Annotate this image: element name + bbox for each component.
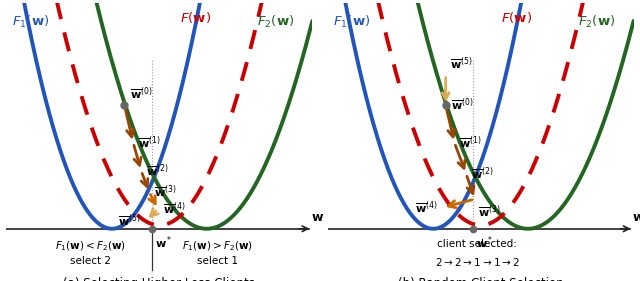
Text: $F_1(\mathbf{w})$: $F_1(\mathbf{w})$ xyxy=(333,13,371,30)
Text: $\mathbf{w}^*$: $\mathbf{w}^*$ xyxy=(476,234,494,251)
Text: $\overline{\mathbf{w}}^{(4)}$: $\overline{\mathbf{w}}^{(4)}$ xyxy=(415,199,438,216)
Text: $2 \rightarrow 2 \rightarrow 1 \rightarrow 1 \rightarrow 2$: $2 \rightarrow 2 \rightarrow 1 \rightarr… xyxy=(435,256,520,268)
Text: $\mathbf{w}^*$: $\mathbf{w}^*$ xyxy=(155,234,173,251)
Text: $F(\mathbf{w})$: $F(\mathbf{w})$ xyxy=(501,10,532,25)
Text: $\overline{\mathbf{w}}^{(5)}$: $\overline{\mathbf{w}}^{(5)}$ xyxy=(450,56,473,72)
Text: $\overline{\mathbf{w}}^{(2)}$: $\overline{\mathbf{w}}^{(2)}$ xyxy=(471,166,494,182)
Text: (b) Random Client Selection: (b) Random Client Selection xyxy=(398,277,563,281)
Text: $F_1(\mathbf{w})$: $F_1(\mathbf{w})$ xyxy=(12,13,49,30)
Text: $F_1(\mathbf{w}) < F_2(\mathbf{w})$: $F_1(\mathbf{w}) < F_2(\mathbf{w})$ xyxy=(54,239,125,253)
Text: $\overline{\mathbf{w}}^{(4)}$: $\overline{\mathbf{w}}^{(4)}$ xyxy=(163,201,186,217)
Text: (a) Selecting Higher Loss Clients: (a) Selecting Higher Loss Clients xyxy=(63,277,255,281)
Text: $F(\mathbf{w})$: $F(\mathbf{w})$ xyxy=(180,10,211,25)
Text: $\overline{\mathbf{w}}^{(1)}$: $\overline{\mathbf{w}}^{(1)}$ xyxy=(460,134,482,151)
Text: $\mathbf{w}$: $\mathbf{w}$ xyxy=(632,211,640,224)
Text: select 2: select 2 xyxy=(70,256,111,266)
Text: $\mathbf{w}$: $\mathbf{w}$ xyxy=(311,211,324,224)
Text: $\overline{\mathbf{w}}^{(1)}$: $\overline{\mathbf{w}}^{(1)}$ xyxy=(138,134,160,151)
Text: $F_2(\mathbf{w})$: $F_2(\mathbf{w})$ xyxy=(578,13,616,30)
Text: $\overline{\mathbf{w}}^{(0)}$: $\overline{\mathbf{w}}^{(0)}$ xyxy=(129,86,152,102)
Text: $\overline{\mathbf{w}}^{(3)}$: $\overline{\mathbf{w}}^{(3)}$ xyxy=(479,203,501,220)
Text: $\overline{\mathbf{w}}^{(2)}$: $\overline{\mathbf{w}}^{(2)}$ xyxy=(145,163,168,179)
Text: $\overline{\mathbf{w}}^{(0)}$: $\overline{\mathbf{w}}^{(0)}$ xyxy=(451,97,474,114)
Text: $F_1(\mathbf{w}) > F_2(\mathbf{w})$: $F_1(\mathbf{w}) > F_2(\mathbf{w})$ xyxy=(182,239,253,253)
Text: select 1: select 1 xyxy=(197,256,238,266)
Text: $F_2(\mathbf{w})$: $F_2(\mathbf{w})$ xyxy=(257,13,294,30)
Text: $\overline{\mathbf{w}}^{(5)}$: $\overline{\mathbf{w}}^{(5)}$ xyxy=(118,212,141,228)
Text: client selected:: client selected: xyxy=(437,239,517,249)
Text: $\overline{\mathbf{w}}^{(3)}$: $\overline{\mathbf{w}}^{(3)}$ xyxy=(154,184,176,200)
